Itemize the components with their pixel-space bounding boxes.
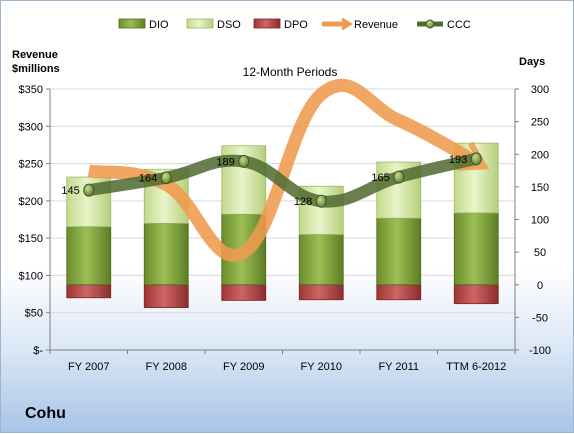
left-tick-label: $150 <box>19 233 43 245</box>
bar-dpo <box>298 284 344 301</box>
left-tick-label: $50 <box>25 308 43 320</box>
right-tick-label: 300 <box>531 84 549 96</box>
lines: 145 164 189 128 165 193 <box>61 78 490 262</box>
left-tick-label: $350 <box>19 84 43 96</box>
ccc-point <box>393 170 405 184</box>
revenue-arrowhead <box>457 141 490 171</box>
ccc-point <box>470 152 482 166</box>
axes: $- $50 $100 $150 $200 $250 $300 $350 -100 -50 0 50 1… <box>19 84 552 373</box>
right-axis-label: Days <box>519 56 545 68</box>
ccc-point <box>160 171 172 185</box>
x-tick-label: TTM 6-2012 <box>446 361 506 373</box>
legend-label: DSO <box>217 19 241 31</box>
bar-dio <box>376 217 422 286</box>
ccc-data-label: 165 <box>371 172 389 184</box>
ccc-data-label: 189 <box>216 156 234 168</box>
x-tick-label: FY 2008 <box>146 361 187 373</box>
ccc-data-label: 145 <box>61 185 79 197</box>
x-tick-label: FY 2011 <box>378 361 419 373</box>
x-tick-label: FY 2009 <box>223 361 264 373</box>
legend-swatch-arrowhead <box>341 17 353 31</box>
ccc-point <box>315 194 327 208</box>
left-tick-label: $250 <box>19 159 43 171</box>
ccc-data-label: 193 <box>449 154 467 166</box>
legend-swatch-dot <box>425 19 435 29</box>
legend-swatch <box>118 18 146 29</box>
bar-dio <box>453 212 499 286</box>
company-name: Cohu <box>25 405 66 422</box>
right-tick-label: 200 <box>531 149 549 161</box>
legend-swatch <box>186 18 214 29</box>
bar-dpo <box>221 284 267 301</box>
ccc-point <box>238 154 250 168</box>
bar-dpo <box>143 284 189 308</box>
bar-dpo <box>453 284 499 305</box>
left-axis-label-line2: $millions <box>12 63 60 75</box>
legend-label: DIO <box>149 19 169 31</box>
left-tick-label: $- <box>33 345 43 357</box>
legend: DIO DSO DPO Revenue CCC <box>118 17 471 31</box>
x-tick-label: FY 2010 <box>301 361 342 373</box>
gridlines <box>50 88 515 351</box>
right-tick-label: 250 <box>531 117 549 129</box>
ccc-data-label: 164 <box>139 173 157 185</box>
legend-label: Revenue <box>354 19 398 31</box>
right-tick-label: -100 <box>529 345 551 357</box>
bar-dpo <box>376 284 422 301</box>
bar-dio <box>143 223 189 286</box>
right-tick-label: 100 <box>531 215 549 227</box>
left-tick-label: $300 <box>19 121 43 133</box>
right-tick-label: 150 <box>531 182 549 194</box>
ccc-data-label: 128 <box>294 196 312 208</box>
bar-dio <box>298 234 344 286</box>
x-tick-label: FY 2007 <box>68 361 109 373</box>
right-tick-label: -50 <box>532 312 548 324</box>
legend-label: CCC <box>447 19 471 31</box>
right-tick-label: 0 <box>537 280 543 292</box>
bar-dio <box>66 226 112 286</box>
legend-label: DPO <box>284 19 308 31</box>
left-tick-label: $100 <box>19 270 43 282</box>
bar-dpo <box>66 284 112 299</box>
left-tick-label: $200 <box>19 196 43 208</box>
legend-swatch <box>253 18 281 29</box>
left-axis-label-line1: Revenue <box>12 49 58 61</box>
ccc-point <box>83 183 95 197</box>
right-tick-label: 50 <box>534 247 546 259</box>
chart-title: 12-Month Periods <box>243 65 338 79</box>
